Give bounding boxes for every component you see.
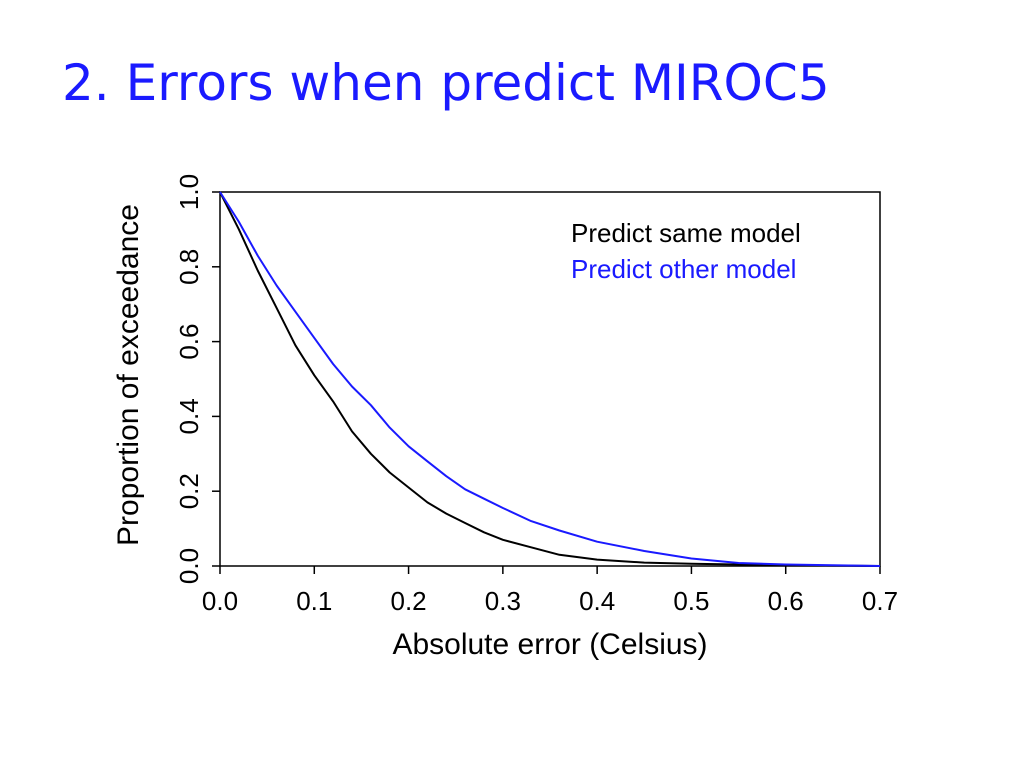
y-tick-label: 0.6: [174, 324, 204, 360]
y-tick-label: 0.4: [174, 398, 204, 434]
x-tick-label: 0.0: [202, 586, 238, 616]
y-axis-title: Proportion of exceedance: [112, 204, 145, 546]
x-tick-label: 0.5: [673, 586, 709, 616]
x-tick-label: 0.6: [768, 586, 804, 616]
y-tick-label: 1.0: [174, 174, 204, 210]
series-line-1: [219, 191, 881, 567]
y-tick-label: 0.0: [174, 548, 204, 584]
y-tick-label: 0.8: [174, 249, 204, 285]
x-tick-label: 0.2: [390, 586, 426, 616]
plot-frame: [219, 191, 881, 567]
legend: Predict same model Predict other model: [571, 218, 801, 284]
x-axis: 0.0 0.1 0.2 0.3 0.4 0.5 0.6 0.7: [202, 566, 898, 616]
series-group: [219, 191, 881, 567]
x-tick-label: 0.3: [485, 586, 521, 616]
legend-entry-1: Predict other model: [571, 254, 796, 284]
x-tick-label: 0.4: [579, 586, 615, 616]
legend-entry-0: Predict same model: [571, 218, 801, 248]
y-tick-label: 0.2: [174, 473, 204, 509]
x-axis-title: Absolute error (Celsius): [392, 628, 707, 661]
y-axis: 0.0 0.2 0.4 0.6 0.8 1.0: [174, 174, 220, 584]
x-tick-label: 0.7: [862, 586, 898, 616]
series-line-0: [219, 191, 881, 567]
slide-title: 2. Errors when predict MIROC5: [62, 54, 830, 112]
x-tick-label: 0.1: [296, 586, 332, 616]
